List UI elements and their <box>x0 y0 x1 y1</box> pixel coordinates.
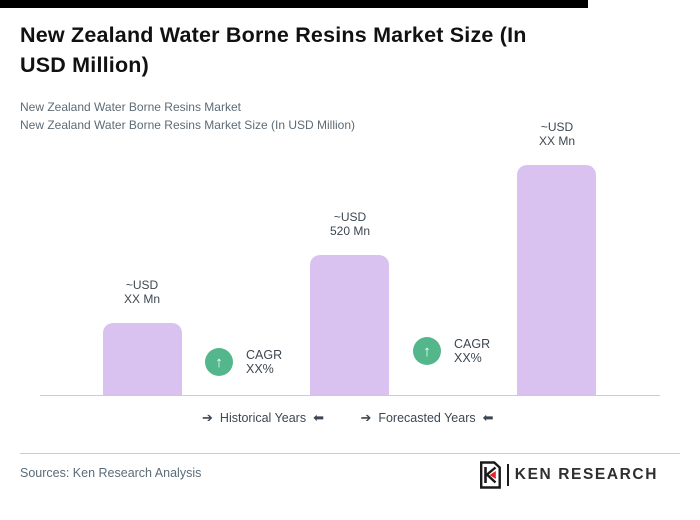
chart-subtitle-line1: New Zealand Water Borne Resins Market <box>20 100 241 114</box>
cagr-label: CAGR <box>246 348 283 362</box>
cagr-label: CAGR <box>454 337 491 351</box>
bar-2-label-value: 520 Mn <box>329 224 371 238</box>
axis-label-historical-years: ➔ Historical Years ⬅ <box>153 410 373 426</box>
page-title-line1: New Zealand Water Borne Resins Market Si… <box>20 23 527 47</box>
growth-up-arrow-icon: ↑ <box>413 337 441 365</box>
chart-subtitle: New Zealand Water Borne Resins Market Ne… <box>20 98 640 134</box>
chart-subtitle-line2: New Zealand Water Borne Resins Market Si… <box>20 118 355 132</box>
up-arrow-glyph: ↑ <box>215 353 223 371</box>
page-title: New Zealand Water Borne Resins Market Si… <box>20 20 680 80</box>
bar-1-label-currency: ~USD <box>125 278 159 292</box>
cagr-value: XX% <box>246 362 274 376</box>
growth-up-arrow-icon: ↑ <box>205 348 233 376</box>
bar-1-label-value: XX Mn <box>123 292 160 306</box>
cagr-badge-1: ↑ CAGR XX% <box>205 348 282 376</box>
x-axis-baseline <box>40 395 660 396</box>
cagr-value: XX% <box>454 351 482 365</box>
up-arrow-glyph: ↑ <box>423 342 431 360</box>
bar-forecasted <box>517 165 596 395</box>
ken-research-emblem-icon <box>479 461 501 489</box>
logo-text: KEN RESEARCH <box>514 466 658 483</box>
bar-value-label-2: ~USD 520 Mn <box>290 210 410 238</box>
sources-text: Sources: Ken Research Analysis <box>20 466 202 480</box>
top-black-bar <box>0 0 588 8</box>
bar-3-label-value: XX Mn <box>538 134 575 148</box>
bar-2-label-currency: ~USD <box>333 210 367 224</box>
cagr-text-2: CAGR XX% <box>454 337 490 365</box>
arrow-right-icon: ➔ <box>360 410 372 425</box>
axis-label-forecasted-years: ➔ Forecasted Years ⬅ <box>317 410 537 426</box>
cagr-badge-2: ↑ CAGR XX% <box>413 337 490 365</box>
footer-divider <box>20 453 680 454</box>
bar-value-label-1: ~USD XX Mn <box>82 278 202 306</box>
bar-historical <box>103 323 182 395</box>
logo-divider <box>506 464 509 486</box>
ken-research-logo: KEN RESEARCH <box>479 461 658 489</box>
cagr-text-1: CAGR XX% <box>246 348 282 376</box>
bar-current <box>310 255 389 395</box>
arrow-right-icon: ➔ <box>202 410 213 425</box>
arrow-left-icon: ⬅ <box>482 410 494 425</box>
bar-value-label-3: ~USD XX Mn <box>497 120 617 148</box>
page-title-line2: USD Million) <box>20 53 149 77</box>
axis-label-text: Forecasted Years <box>378 411 476 425</box>
bar-3-label-currency: ~USD <box>540 120 574 134</box>
arrow-left-icon: ⬅ <box>313 410 324 425</box>
axis-label-text: Historical Years <box>219 411 307 425</box>
